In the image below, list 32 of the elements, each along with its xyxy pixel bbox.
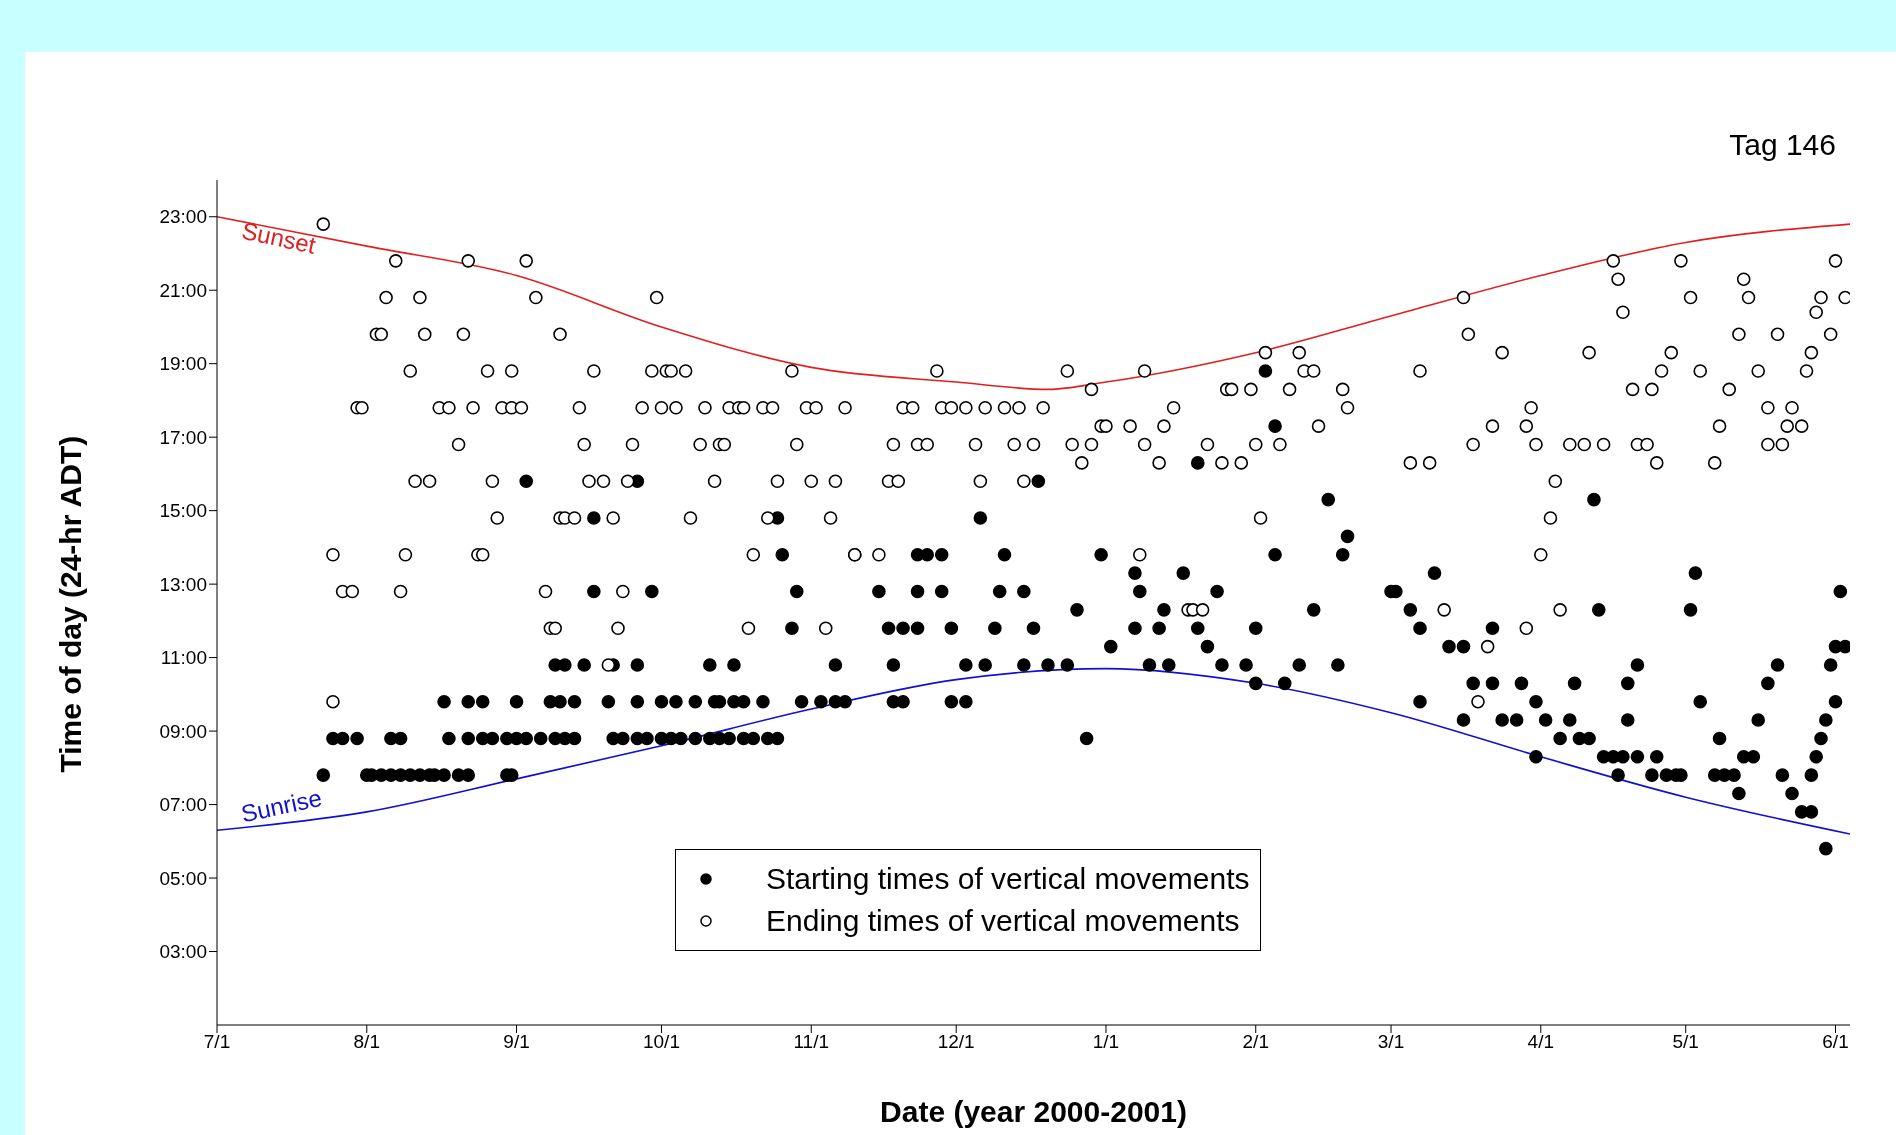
line-series [217, 667, 1850, 835]
x-tick-label: 8/1 [353, 1031, 380, 1053]
x-tick-label: 6/1 [1822, 1031, 1849, 1053]
y-tick-label: 05:00 [159, 867, 207, 889]
x-tick-label: 5/1 [1672, 1031, 1699, 1053]
line-series [217, 215, 1850, 391]
x-tick-label: 10/1 [642, 1031, 680, 1053]
text: Tag 146 [1729, 128, 1836, 162]
y-tick-label: 13:00 [159, 573, 207, 595]
y-tick-label: 17:00 [159, 426, 207, 448]
x-tick-label: 12/1 [937, 1031, 975, 1053]
y-tick-label: 07:00 [159, 794, 207, 816]
text: Sunset [239, 216, 319, 259]
y-tick-label: 21:00 [159, 279, 207, 301]
y-tick-label: 09:00 [159, 720, 207, 742]
y-tick-label: 19:00 [159, 353, 207, 375]
y-tick-label: 03:00 [159, 941, 207, 963]
x-tick-label: 2/1 [1242, 1031, 1269, 1053]
legend-label: Starting times of vertical movements [766, 861, 1250, 897]
x-tick-label: 4/1 [1527, 1031, 1554, 1053]
x-tick-label: 1/1 [1092, 1031, 1120, 1053]
y-tick-label: 23:00 [159, 206, 207, 228]
y-tick-label: 15:00 [159, 500, 207, 522]
text: Sunrise [238, 784, 324, 828]
legend-label: Ending times of vertical movements [766, 903, 1240, 939]
x-tick-label: 9/1 [503, 1031, 530, 1053]
x-tick-label: 7/1 [203, 1031, 231, 1053]
y-axis-title: Time of day (24-hr ADT) [53, 435, 87, 773]
x-tick-label: 3/1 [1377, 1031, 1405, 1053]
x-tick-label: 11/1 [793, 1031, 830, 1053]
y-tick-label: 11:00 [160, 647, 207, 669]
x-axis-title: Date (year 2000-2001) [880, 1095, 1187, 1128]
